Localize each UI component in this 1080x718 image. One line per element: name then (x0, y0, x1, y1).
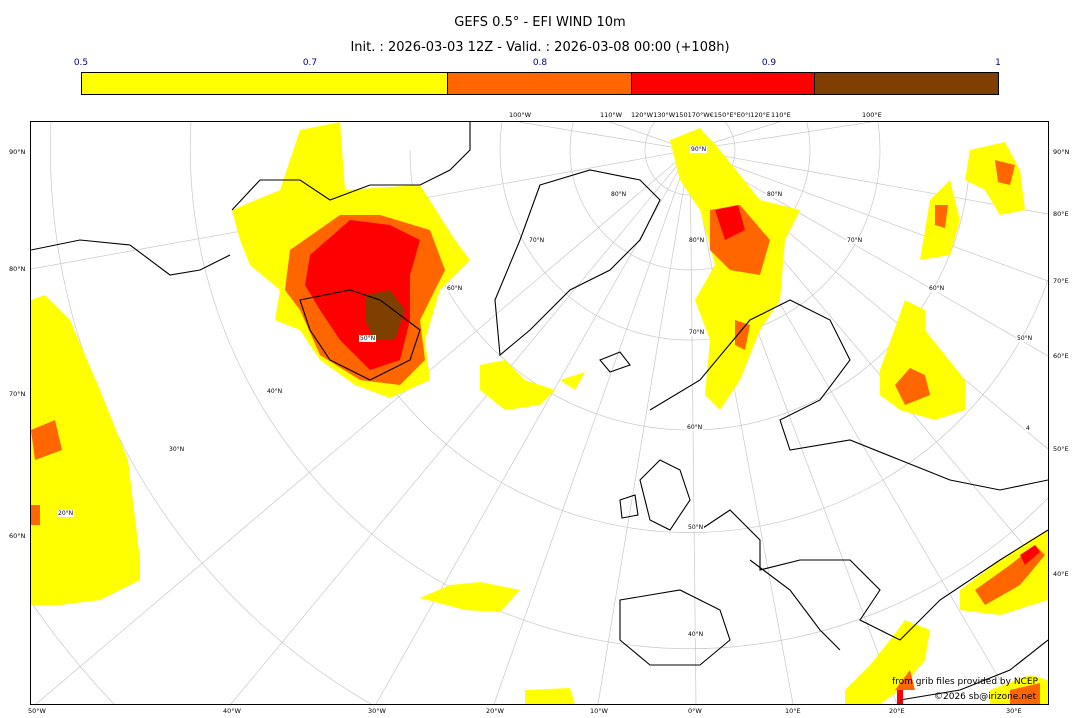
graticule (31, 122, 1048, 704)
lat-label: 50°N (687, 524, 705, 531)
colorbar-tick: 1 (995, 58, 1001, 68)
lat-label: 60°N (446, 285, 464, 292)
lat-label: 50°N (359, 335, 377, 342)
axis-bottom-label: 0°W (688, 707, 702, 715)
colorbar-tick: 0.9 (761, 58, 777, 68)
axis-bottom-label: 30°W (368, 707, 386, 715)
axis-bottom-label: 30°E (1006, 707, 1022, 715)
axis-top-label: 110°E (771, 111, 791, 119)
axis-right-label: 70°E (1053, 277, 1069, 285)
lat-label: 60°N (928, 285, 946, 292)
lat-label: 20°N (57, 510, 75, 517)
lat-label: 30°N (168, 446, 186, 453)
efi-field (31, 122, 1048, 704)
axis-bottom-label: 20°E (889, 707, 905, 715)
lat-label: 4 (1025, 425, 1031, 432)
axis-top-label: 100°W (509, 111, 532, 119)
axis-left-label: 70°N (9, 390, 26, 398)
axis-top-label: 110°W (600, 111, 623, 119)
lat-label: 80°N (610, 191, 628, 198)
axis-bottom-label: 40°W (223, 707, 241, 715)
colorbar-tick: 0.8 (532, 58, 548, 68)
colorbar (81, 72, 999, 95)
colorbar-bin (814, 73, 998, 94)
copyright: ©2026 sb@irizone.net (934, 692, 1036, 702)
axis-right-label: 50°E (1053, 445, 1069, 453)
axis-right-label: 80°E (1053, 210, 1069, 218)
source-credit: from grib files provided by NCEP (892, 677, 1038, 687)
axis-right-label: 90°N (1053, 148, 1070, 156)
lat-label: 70°N (528, 237, 546, 244)
axis-left-label: 60°N (9, 532, 26, 540)
axis-bottom-label: 20°W (486, 707, 504, 715)
colorbar-bin (448, 73, 632, 94)
lat-label: 40°N (687, 631, 705, 638)
chart-subtitle: Init. : 2026-03-03 12Z - Valid. : 2026-0… (350, 40, 730, 55)
chart-title: GEFS 0.5° - EFI WIND 10m (454, 15, 626, 30)
axis-right-label: 40°E (1053, 570, 1069, 578)
axis-top-label: 120°W130°W150170°W€150°E°E0°I120°E (631, 111, 770, 119)
map-plot: 90°N 80°N 80°N 80°N 70°N 70°N 70°N 60°N … (30, 121, 1049, 705)
axis-bottom-label: 10°W (590, 707, 608, 715)
axis-bottom-label: 50°W (28, 707, 46, 715)
colorbar-tick: 0.7 (302, 58, 318, 68)
axis-left-label: 80°N (9, 265, 26, 273)
coastlines (31, 122, 1048, 701)
lat-label: 40°N (266, 388, 284, 395)
map-canvas (31, 122, 1048, 704)
axis-left-label: 90°N (9, 148, 26, 156)
lat-label: 60°N (686, 424, 704, 431)
lat-label: 70°N (846, 237, 864, 244)
axis-top-label: 100°E (862, 111, 882, 119)
colorbar-bin (82, 73, 449, 94)
axis-bottom-label: 10°E (785, 707, 801, 715)
axis-right-label: 60°E (1053, 352, 1069, 360)
colorbar-tick: 0.5 (73, 58, 89, 68)
lat-label: 80°N (688, 237, 706, 244)
lat-label: 50°N (1016, 335, 1034, 342)
lat-label: 70°N (688, 329, 706, 336)
lat-label: 90°N (690, 146, 708, 153)
colorbar-bin (631, 73, 815, 94)
lat-label: 80°N (766, 191, 784, 198)
